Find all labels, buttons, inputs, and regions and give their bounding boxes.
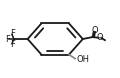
Text: OH: OH xyxy=(76,55,89,64)
Text: F: F xyxy=(10,40,15,49)
Text: F: F xyxy=(10,29,15,38)
Text: O: O xyxy=(97,33,103,42)
Text: F: F xyxy=(5,34,10,44)
Text: O: O xyxy=(91,26,98,35)
